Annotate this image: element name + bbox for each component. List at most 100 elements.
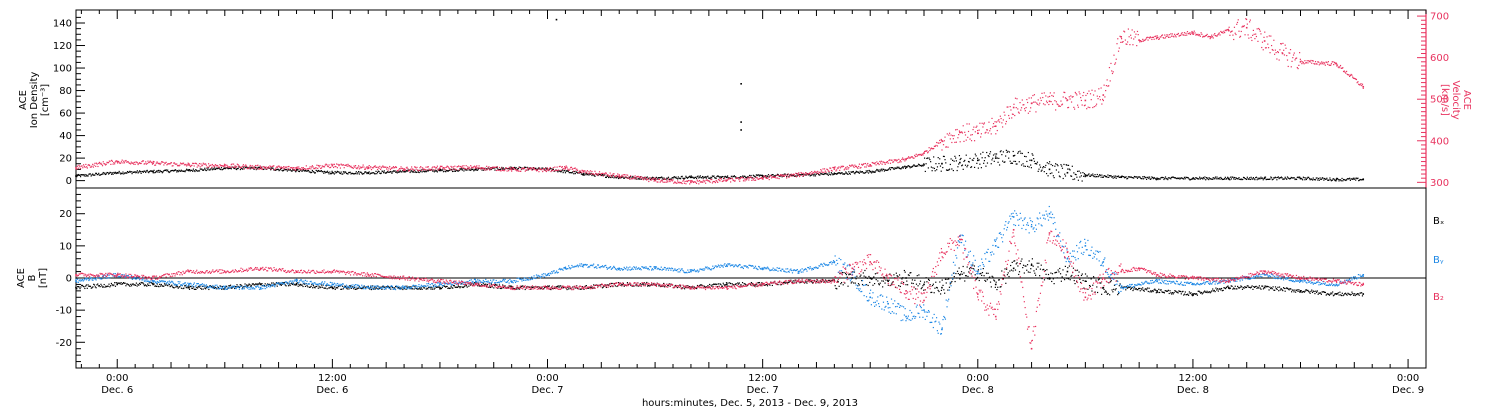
- trace-dot: [812, 174, 814, 176]
- trace-dot: [1135, 176, 1137, 178]
- trace-dot: [145, 284, 147, 287]
- trace-dot: [350, 173, 352, 175]
- trace-dot: [363, 172, 365, 175]
- trace-dot: [788, 281, 790, 283]
- trace-dot: [199, 166, 201, 168]
- trace-dot: [1279, 49, 1281, 51]
- trace-dot: [170, 285, 172, 287]
- trace-dot: [362, 173, 364, 175]
- trace-dot: [461, 169, 464, 171]
- trace-dot: [905, 284, 907, 286]
- trace-dot: [670, 179, 673, 181]
- trace-dot: [690, 180, 692, 182]
- trace-dot: [131, 173, 133, 175]
- trace-dot: [1277, 176, 1279, 179]
- trace-dot: [272, 167, 274, 169]
- trace-dot: [1359, 178, 1361, 181]
- trace-dot: [1019, 150, 1021, 152]
- trace-dot: [883, 168, 885, 171]
- trace-dot: [680, 178, 682, 180]
- trace-dot: [768, 176, 770, 178]
- trace-dot: [1008, 275, 1010, 278]
- trace-dot: [881, 170, 883, 172]
- trace-dot: [845, 274, 848, 276]
- trace-dot: [1112, 291, 1114, 293]
- trace-dot: [708, 180, 710, 182]
- trace-dot: [206, 167, 208, 169]
- data-point: [1335, 63, 1338, 65]
- trace-dot: [1129, 44, 1131, 46]
- data-point: [1012, 155, 1015, 157]
- trace-dot: [573, 170, 576, 173]
- trace-dot: [607, 284, 609, 286]
- trace-dot: [836, 167, 839, 169]
- trace-dot: [619, 177, 621, 179]
- trace-dot: [858, 171, 860, 174]
- trace-dot: [131, 283, 133, 285]
- trace-dot: [161, 161, 163, 163]
- trace-dot: [688, 286, 690, 289]
- trace-dot: [99, 286, 101, 288]
- trace-dot: [757, 178, 759, 180]
- trace-dot: [725, 284, 727, 286]
- trace-dot: [1172, 176, 1174, 178]
- trace-dot: [582, 170, 584, 172]
- trace-dot: [787, 281, 790, 283]
- trace-dot: [612, 175, 614, 177]
- trace-dot: [312, 285, 315, 287]
- trace-dot: [1335, 62, 1337, 64]
- trace-dot: [445, 166, 448, 168]
- trace-dot: [1134, 288, 1137, 290]
- trace-dot: [310, 285, 312, 288]
- trace-dot: [1042, 103, 1045, 105]
- trace-dot: [1356, 82, 1358, 84]
- trace-dot: [899, 285, 901, 288]
- trace-dot: [622, 176, 624, 178]
- trace-dot: [1030, 268, 1032, 270]
- trace-dot: [467, 168, 469, 170]
- trace-dot: [689, 176, 692, 179]
- trace-dot: [1342, 178, 1345, 181]
- trace-dot: [133, 171, 135, 173]
- trace-dot: [748, 177, 750, 179]
- trace-dot: [599, 173, 601, 176]
- trace-dot: [1146, 36, 1148, 38]
- trace-dot: [255, 168, 257, 171]
- trace-dot: [714, 180, 716, 183]
- trace-dot: [548, 169, 550, 171]
- trace-dot: [550, 288, 552, 291]
- trace-dot: [1340, 67, 1342, 69]
- trace-dot: [987, 154, 989, 157]
- trace-dot: [1096, 95, 1098, 97]
- trace-dot: [204, 167, 206, 169]
- trace-dot: [881, 280, 883, 282]
- trace-dot: [966, 266, 968, 268]
- trace-dot: [247, 167, 249, 169]
- trace-dot: [703, 285, 705, 287]
- trace-dot: [260, 168, 262, 170]
- trace-dot: [220, 165, 222, 167]
- trace-dot: [1152, 36, 1154, 38]
- trace-dot: [258, 166, 260, 169]
- trace-dot: [343, 167, 345, 169]
- trace-dot: [211, 166, 213, 169]
- trace-dot: [1124, 176, 1126, 179]
- trace-dot: [571, 172, 573, 174]
- trace-dot: [910, 271, 912, 274]
- trace-dot: [216, 167, 218, 169]
- trace-dot: [127, 284, 129, 286]
- trace-dot: [718, 179, 720, 181]
- trace-dot: [1263, 36, 1265, 38]
- trace-dot: [410, 168, 412, 170]
- trace-dot: [1092, 106, 1094, 109]
- trace-dot: [116, 160, 118, 162]
- trace-dot: [742, 175, 744, 177]
- trace-dot: [87, 175, 89, 177]
- trace-dot: [332, 288, 334, 290]
- trace-dot: [496, 165, 498, 168]
- trace-dot: [1252, 34, 1254, 36]
- trace-dot: [907, 165, 909, 167]
- trace-dot: [1205, 35, 1207, 37]
- trace-dot: [182, 170, 185, 172]
- trace-dot: [706, 176, 708, 178]
